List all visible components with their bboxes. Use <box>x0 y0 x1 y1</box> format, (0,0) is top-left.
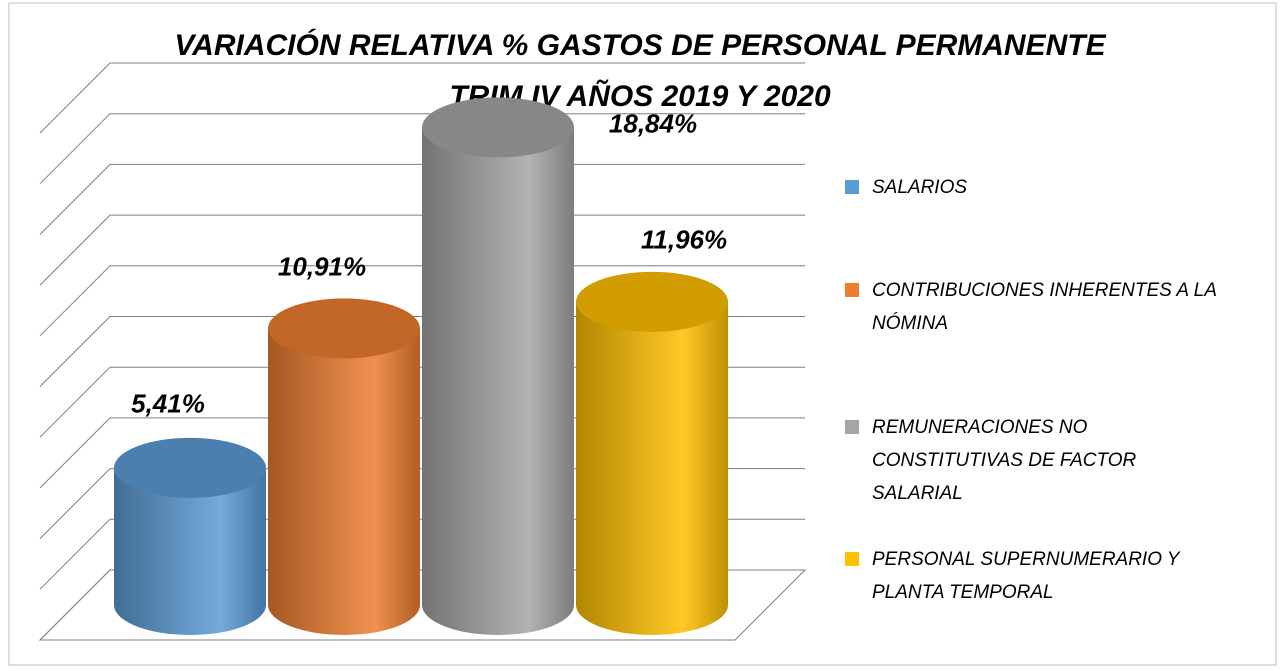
chart-title: VARIACIÓN RELATIVA % GASTOS DE PERSONAL … <box>174 28 1106 62</box>
bar-body <box>268 328 420 635</box>
bar <box>422 97 574 635</box>
grid-line <box>39 62 805 134</box>
data-label: 18,84% <box>609 108 697 138</box>
legend-entry: PERSONAL SUPERNUMERARIO Y PLANTA TEMPORA… <box>845 543 1225 609</box>
bar-body <box>576 301 728 635</box>
legend-label: CONTRIBUCIONES INHERENTES A LA NÓMINA <box>872 280 1217 334</box>
legend-entry: CONTRIBUCIONES INHERENTES A LA NÓMINA <box>845 274 1225 340</box>
legend-entry: SALARIOS <box>845 171 1225 204</box>
bar-top <box>422 97 574 158</box>
bar <box>114 437 266 635</box>
legend-swatch <box>845 552 859 566</box>
legend-swatch <box>845 420 859 434</box>
bar-top <box>576 271 728 332</box>
legend-swatch <box>845 180 859 194</box>
bar <box>576 271 728 635</box>
legend-label: REMUNERACIONES NO CONSTITUTIVAS DE FACTO… <box>872 417 1137 504</box>
data-label: 5,41% <box>131 389 205 419</box>
legend-label: SALARIOS <box>872 177 968 198</box>
legend-swatch <box>845 283 859 297</box>
legend-label: PERSONAL SUPERNUMERARIO Y PLANTA TEMPORA… <box>872 549 1180 603</box>
bar-body <box>114 467 266 635</box>
bar-top <box>114 437 266 498</box>
bar <box>268 298 420 635</box>
data-label: 11,96% <box>641 225 727 255</box>
bar-top <box>268 298 420 359</box>
bar-body <box>422 127 574 635</box>
legend-entry: REMUNERACIONES NO CONSTITUTIVAS DE FACTO… <box>845 411 1225 510</box>
data-label: 10,91% <box>278 251 366 281</box>
grid-line <box>39 113 805 185</box>
